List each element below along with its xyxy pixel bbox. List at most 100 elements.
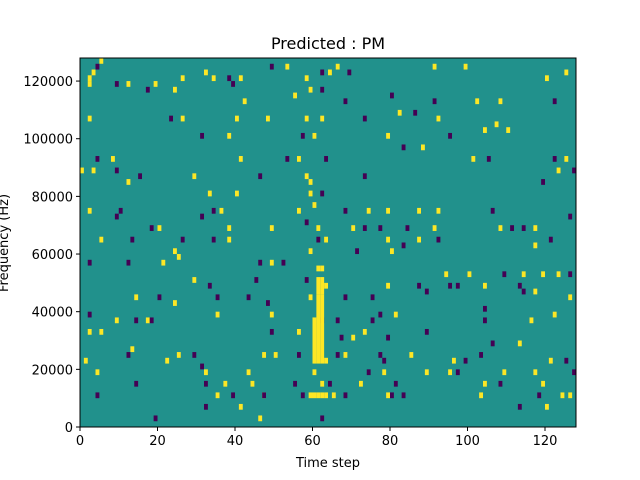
heatmap-cell-low [153,415,158,422]
heatmap-cell-high [316,225,321,231]
heatmap-cell-high [463,63,468,70]
y-tick-label: 0 [65,421,73,436]
heatmap-cell-high [99,236,104,243]
heatmap-cell-high [324,357,329,364]
heatmap-cell-low [401,392,406,399]
heatmap-cell-high [409,352,414,358]
heatmap-cell-low [200,213,205,220]
heatmap-cell-low [436,236,441,243]
heatmap-cell-low [200,363,205,370]
heatmap-cell-high [227,132,232,139]
heatmap-cell-low [552,156,557,162]
heatmap-cell-high [479,392,484,399]
heatmap-cell-high [192,173,197,180]
heatmap-cell-low [126,259,131,266]
heatmap-cell-high [235,190,239,197]
heatmap-cell-low [95,63,100,70]
heatmap-cell-low [211,236,216,243]
heatmap-cell-high [517,340,522,347]
heatmap-cell-high [541,380,546,387]
y-tick-label: 60000 [32,248,73,263]
heatmap-cell-low [316,236,321,243]
heatmap-cell-high [312,202,317,208]
heatmap-cell-high [130,346,135,353]
heatmap-cell-low [134,380,139,387]
heatmap-cell-high [545,75,549,82]
heatmap-cell-high [215,392,220,399]
heatmap-cell-low [568,271,573,278]
heatmap-cell-high [390,248,394,255]
heatmap-cell-high [432,225,437,231]
heatmap-cell-high [87,115,92,122]
heatmap-cell-high [533,288,538,295]
heatmap-cell-low [401,242,406,249]
heatmap-cell-high [238,403,243,410]
heatmap-cell-low [211,207,216,214]
heatmap-cell-high [227,236,232,243]
heatmap-cell-low [390,392,394,399]
heatmap-cell-high [568,392,573,399]
heatmap-cell-high [545,403,549,410]
heatmap-cell-high [293,92,298,99]
heatmap-cell-high [204,369,208,376]
heatmap-cell-high [111,156,115,162]
heatmap-cell-low [521,288,526,295]
heatmap-cell-low [343,392,348,399]
heatmap-cell-low [114,81,119,87]
heatmap-cell-high [235,115,239,122]
heatmap-cell-high [207,190,212,197]
heatmap-cell-low [424,328,429,335]
heatmap-cell-high [238,156,243,162]
heatmap-cell-low [355,248,360,255]
heatmap-cell-high [262,352,267,358]
heatmap-cell-high [316,277,321,295]
heatmap-cell-high [83,357,88,364]
heatmap-cell-high [176,352,181,358]
heatmap-cell-high [91,167,96,174]
heatmap-cell-high [308,392,313,399]
heatmap-cell-low [339,334,344,341]
heatmap-cell-high [324,392,329,399]
heatmap-cell-low [486,156,491,162]
heatmap-cell-high [483,127,487,133]
heatmap-cell-low [417,282,422,289]
heatmap-cell-low [114,213,119,220]
heatmap-cell-low [568,213,573,220]
heatmap-cell-high [560,392,565,399]
heatmap-cell-high [297,328,301,335]
heatmap-cell-low [192,352,197,358]
heatmap-cell-low [490,207,495,214]
heatmap-cell-low [362,115,367,122]
heatmap-cell-high [568,294,573,301]
heatmap-cell-low [463,357,468,364]
heatmap-cell-low [157,294,162,301]
heatmap-cell-high [343,352,348,358]
heatmap-cell-low [370,317,375,324]
heatmap-cell-low [552,98,557,105]
heatmap-cell-low [335,317,340,324]
x-tick-label: 40 [227,434,244,449]
heatmap-cell-high [424,369,429,376]
heatmap-cell-high [564,69,569,76]
heatmap-cell-high [351,334,356,341]
heatmap-cell-high [215,311,220,318]
heatmap-cell-high [304,75,309,82]
heatmap-cell-low [149,317,154,324]
heatmap-cell-low [320,86,325,93]
heatmap-cell-low [378,225,383,231]
heatmap-cell-high [269,225,274,231]
heatmap-cell-high [521,271,526,278]
heatmap-cell-low [300,132,305,139]
heatmap-cell-high [304,173,309,180]
heatmap-cell-high [494,121,499,128]
heatmap-cell-high [498,225,503,231]
heatmap-cell-high [331,392,336,399]
heatmap-cell-low [548,236,553,243]
heatmap-cell-high [308,190,313,197]
heatmap-cell-low [405,225,410,231]
heatmap-cell-high [173,86,177,93]
heatmap-cell-high [192,277,197,283]
heatmap-cell-low [134,317,139,324]
heatmap-cell-high [436,207,441,214]
heatmap-cell-high [366,207,371,214]
